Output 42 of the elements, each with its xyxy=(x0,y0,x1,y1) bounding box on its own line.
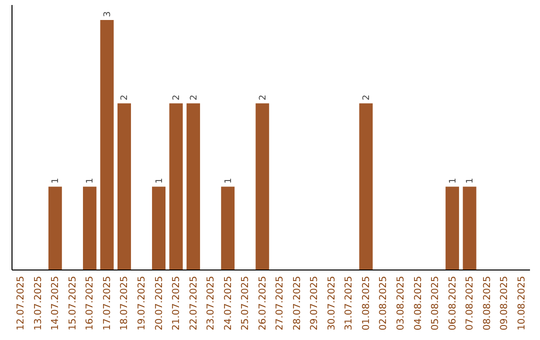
x-tick-label: 09.08.2025 xyxy=(499,276,510,330)
x-tick-label: 02.08.2025 xyxy=(378,276,390,330)
data-label: 1 xyxy=(466,178,476,184)
x-tick-label: 13.07.2025 xyxy=(32,276,44,330)
data-label: 1 xyxy=(448,178,458,184)
data-label: 2 xyxy=(362,94,372,100)
x-tick-label: 25.07.2025 xyxy=(240,276,252,330)
data-label: 2 xyxy=(120,94,130,100)
x-tick-label: 22.07.2025 xyxy=(188,276,200,330)
x-tick-label: 14.07.2025 xyxy=(50,276,62,330)
data-label: 2 xyxy=(189,94,200,100)
data-label: 3 xyxy=(102,11,113,17)
x-tick-label: 21.07.2025 xyxy=(171,276,182,330)
x-tick-label: 29.07.2025 xyxy=(309,276,320,330)
x-tick-label: 24.07.2025 xyxy=(222,276,234,330)
x-tick-label: 08.08.2025 xyxy=(482,276,493,330)
x-tick-label: 10.08.2025 xyxy=(516,276,528,330)
data-label: 2 xyxy=(258,94,268,100)
data-label: 1 xyxy=(86,178,96,184)
x-tick-label: 30.07.2025 xyxy=(326,276,338,330)
x-tick-label: 04.08.2025 xyxy=(412,276,424,330)
x-tick-label: 31.07.2025 xyxy=(344,276,355,330)
x-tick-label: 03.08.2025 xyxy=(396,276,406,330)
x-tick-label: 01.08.2025 xyxy=(360,276,372,330)
x-tick-label: 17.07.2025 xyxy=(102,276,113,330)
x-tick-label: 06.08.2025 xyxy=(447,276,458,330)
x-tick-label: 07.08.2025 xyxy=(464,276,476,330)
x-tick-label: 16.07.2025 xyxy=(84,276,96,330)
x-tick-label: 12.07.2025 xyxy=(16,276,27,330)
x-tick-label: 15.07.2025 xyxy=(67,276,78,330)
data-label: 1 xyxy=(224,178,234,184)
x-tick-label: 20.07.2025 xyxy=(154,276,165,330)
x-tick-label: 23.07.2025 xyxy=(206,276,217,330)
x-tick-label: 19.07.2025 xyxy=(136,276,148,330)
data-label: 2 xyxy=(172,94,182,100)
data-label: 1 xyxy=(154,178,165,184)
x-tick-label: 28.07.2025 xyxy=(292,276,303,330)
x-tick-label: 18.07.2025 xyxy=(119,276,130,330)
data-label: 1 xyxy=(51,178,62,184)
x-tick-label: 05.08.2025 xyxy=(430,276,442,330)
x-tick-label: 27.07.2025 xyxy=(274,276,286,330)
x-tick-label: 26.07.2025 xyxy=(257,276,268,330)
